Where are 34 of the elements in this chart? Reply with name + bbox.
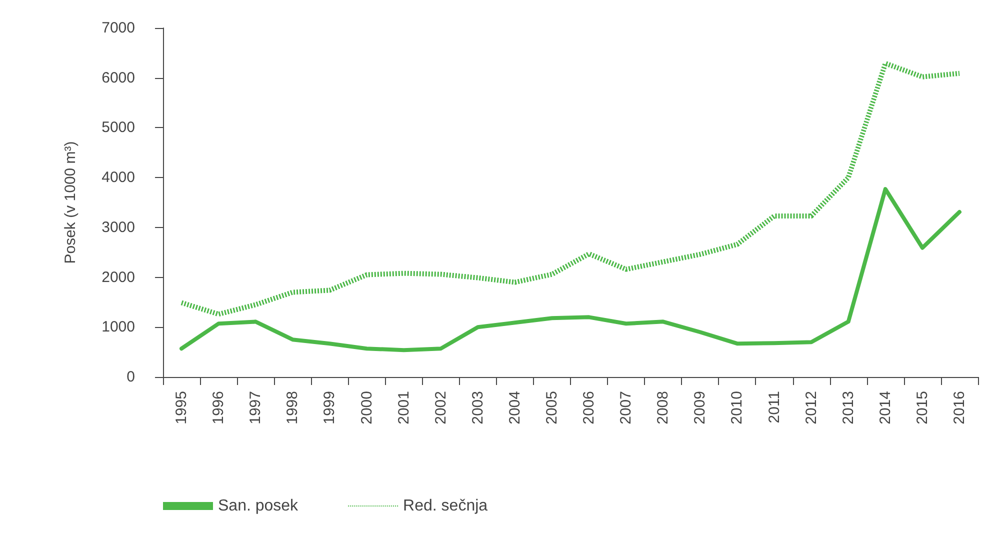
y-axis-title: Posek (v 1000 m³) <box>62 141 79 264</box>
y-tick-label: 7000 <box>102 20 135 36</box>
x-tick-label: 2014 <box>876 391 894 424</box>
x-tick-label: 2006 <box>580 391 598 424</box>
x-tick-label: 2011 <box>766 391 783 424</box>
x-tick-label: 2008 <box>654 391 672 424</box>
y-tick-label: 1000 <box>102 318 135 336</box>
x-tick-label: 2015 <box>914 391 931 424</box>
y-tick-label: 5000 <box>102 119 135 136</box>
x-tick-label: 1995 <box>173 391 190 424</box>
x-tick-label: 2010 <box>728 391 746 424</box>
line-series <box>180 187 962 352</box>
x-tick-label: 2002 <box>432 391 450 424</box>
y-tick-label: 6000 <box>102 69 135 86</box>
x-tick-label: 2005 <box>543 391 560 424</box>
legend-label: San. posek <box>218 498 300 514</box>
x-tick-label: 2003 <box>469 391 486 424</box>
x-tick-label: 2009 <box>692 391 709 424</box>
x-tick-label: 2000 <box>358 391 376 424</box>
x-tick-label: 1996 <box>210 391 228 424</box>
y-tick-label: 3000 <box>102 218 135 236</box>
x-tick-label: 2004 <box>506 391 524 424</box>
x-tick-label: 2001 <box>395 391 412 424</box>
y-tick-label: 0 <box>126 368 135 386</box>
x-tick-label: 2016 <box>950 391 968 424</box>
x-tick-label: 2007 <box>618 391 635 424</box>
x-tick-label: 2012 <box>802 391 820 424</box>
legend-label: Red. sečnja <box>403 498 488 514</box>
x-tick-label: 1997 <box>247 391 264 424</box>
x-tick-label: 2013 <box>840 391 857 424</box>
y-tick-label: 2000 <box>102 268 135 286</box>
y-tick-label: 4000 <box>102 169 135 186</box>
x-tick-label: 1998 <box>284 391 302 424</box>
x-tick-label: 1999 <box>321 391 338 424</box>
